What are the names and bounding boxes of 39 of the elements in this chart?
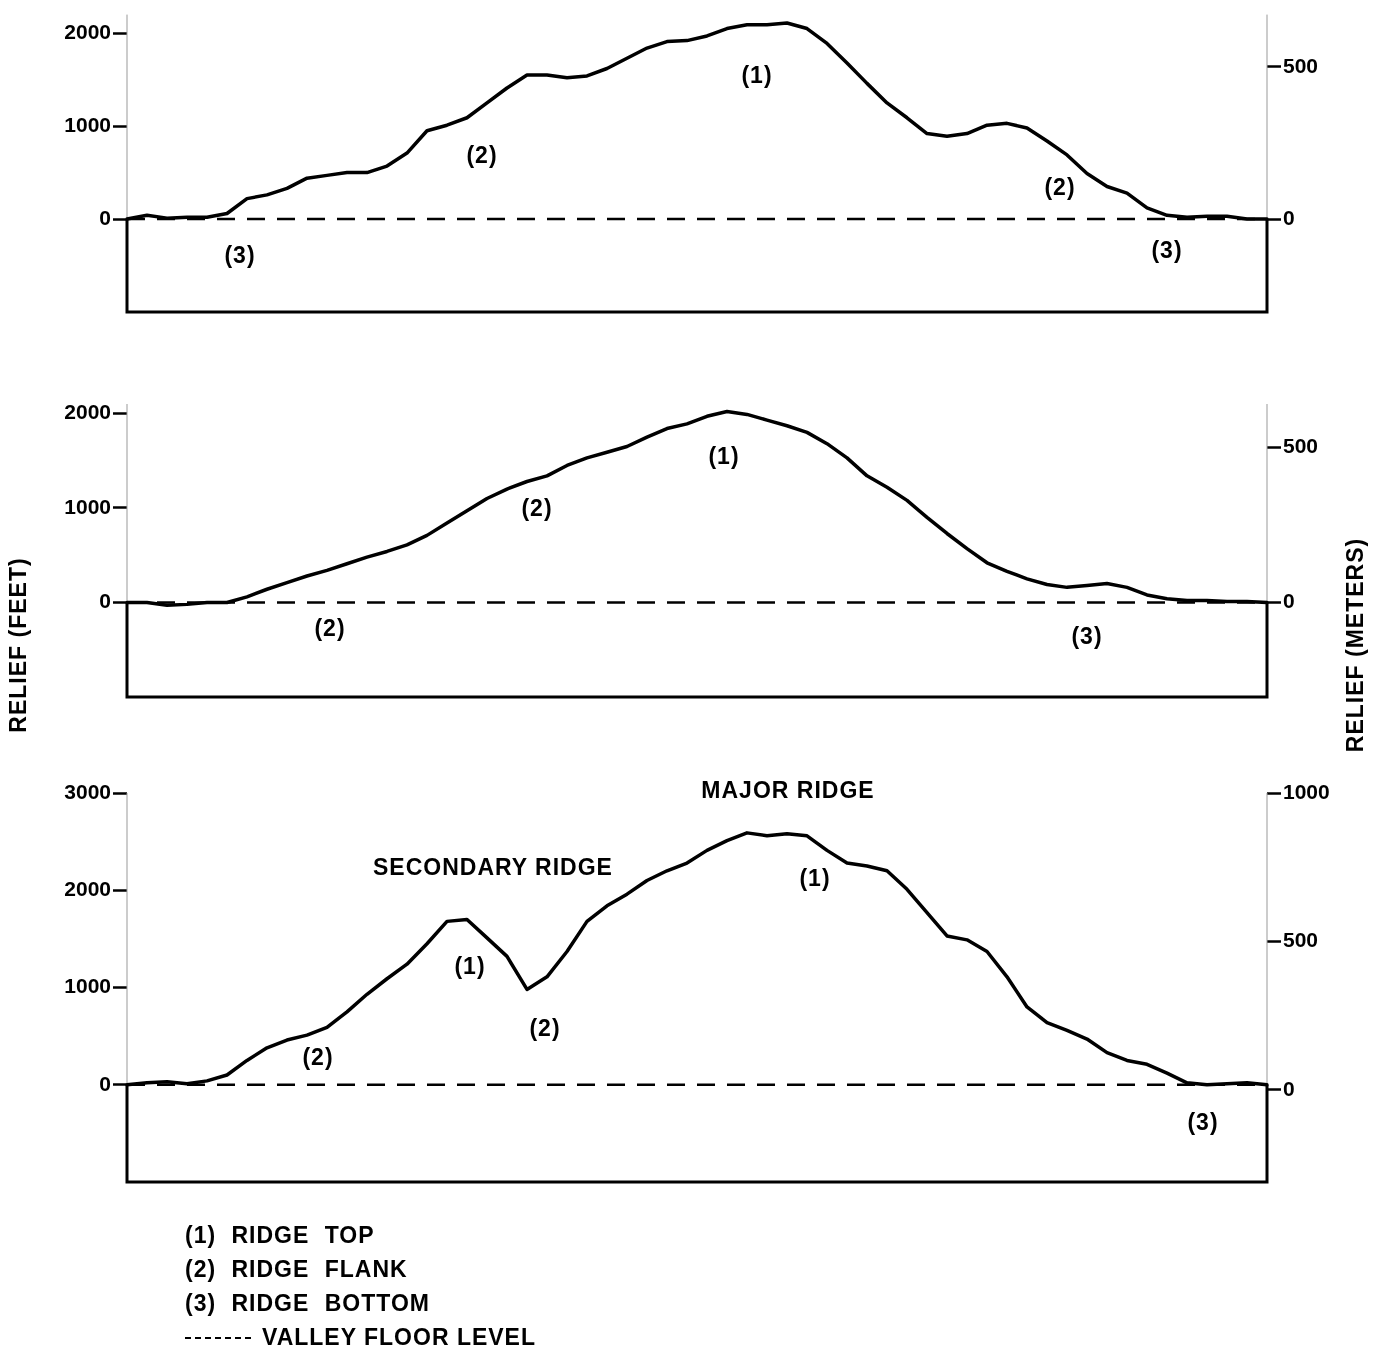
- annotation: (3): [224, 241, 256, 269]
- annotation: (2): [1044, 173, 1076, 201]
- annotation: (3): [1151, 236, 1183, 264]
- y2-tick-label: 500: [1283, 434, 1319, 458]
- y-tick-label: 2000: [64, 19, 111, 43]
- annotation: SECONDARY RIDGE: [373, 853, 613, 881]
- y-tick-label: 2000: [64, 400, 111, 424]
- annotation: (3): [1187, 1108, 1219, 1136]
- annotation: (2): [529, 1014, 561, 1042]
- y-tick-label: 1000: [64, 112, 111, 136]
- y-tick-label: 0: [99, 1071, 111, 1095]
- annotation: (1): [454, 952, 486, 980]
- y2-axis-title: RELIEF (METERS): [1341, 537, 1369, 753]
- annotation: (1): [741, 61, 773, 89]
- y2-tick-label: 0: [1283, 1076, 1295, 1100]
- y-tick-label: 3000: [64, 779, 111, 803]
- legend-label: VALLEY FLOOR LEVEL: [262, 1324, 536, 1351]
- y-tick-label: 0: [99, 589, 111, 613]
- text: (3) RIDGE BOTTOM: [185, 1290, 430, 1317]
- annotation: (2): [466, 141, 498, 169]
- y-tick-label: 0: [99, 205, 111, 229]
- annotation: (2): [314, 614, 346, 642]
- y-tick-label: 1000: [64, 494, 111, 518]
- annotation: (3): [1071, 622, 1103, 650]
- annotation: (2): [302, 1043, 334, 1071]
- annotation: (2): [521, 494, 553, 522]
- y2-tick-label: 1000: [1283, 779, 1330, 803]
- y-tick-label: 1000: [64, 974, 111, 998]
- annotation: (1): [708, 442, 740, 470]
- annotation: MAJOR RIDGE: [701, 776, 875, 804]
- text: (2) RIDGE FLANK: [185, 1256, 408, 1283]
- y2-tick-label: 500: [1283, 928, 1319, 952]
- annotation: (1): [799, 864, 831, 892]
- text: (1) RIDGE TOP: [185, 1222, 375, 1249]
- y-tick-label: 2000: [64, 877, 111, 901]
- y2-tick-label: 500: [1283, 53, 1319, 77]
- y2-tick-label: 0: [1283, 589, 1295, 613]
- y-axis-title: RELIEF (FEET): [4, 557, 32, 733]
- y2-tick-label: 0: [1283, 205, 1295, 229]
